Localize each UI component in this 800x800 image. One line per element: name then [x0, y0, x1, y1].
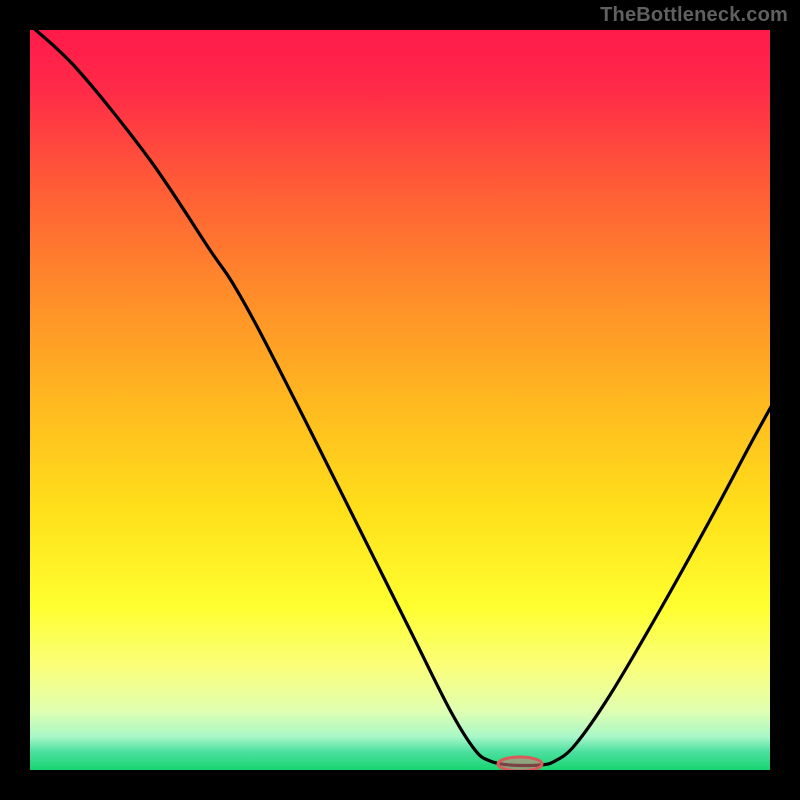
bottleneck-curve [30, 30, 770, 766]
chart-frame: TheBottleneck.com [0, 0, 800, 800]
curve-layer [30, 30, 770, 770]
optimal-marker [498, 757, 542, 770]
watermark-text: TheBottleneck.com [600, 4, 788, 27]
plot-area [30, 30, 770, 770]
